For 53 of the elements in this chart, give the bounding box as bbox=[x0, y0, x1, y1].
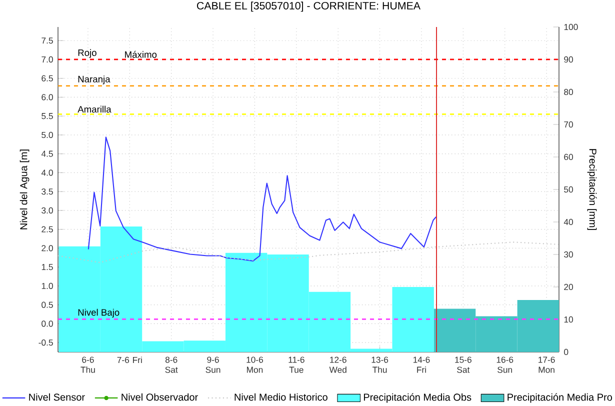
x-tick-label: 7-6 Fri bbox=[117, 356, 142, 364]
y2-tick-label: 100 bbox=[564, 24, 578, 30]
x-tick-label: 10-6 Mon bbox=[246, 356, 264, 373]
y2-tick-label: 80 bbox=[564, 88, 573, 96]
y-tick-label: 0.5 bbox=[42, 302, 53, 308]
y2-tick-label: 50 bbox=[564, 186, 573, 193]
y-tick-label: 2.5 bbox=[42, 226, 53, 232]
y2-tick-label: 20 bbox=[564, 284, 573, 290]
x-tick-label: 6-6 Thu bbox=[80, 356, 95, 373]
ref-line-label: Nivel Bajo bbox=[78, 308, 120, 318]
y2-axis-title: Precipitación [mm] bbox=[587, 149, 597, 230]
y-tick-label: -0.5 bbox=[38, 339, 53, 346]
x-tick-label: 9-6 Sun bbox=[206, 356, 220, 373]
y2-tick-label: 40 bbox=[564, 218, 573, 226]
chart-title: CABLE EL [35057010] - CORRIENTE: HUMEA bbox=[197, 2, 420, 12]
y-tick-label: 5.5 bbox=[42, 113, 53, 120]
y-tick-label: 4.5 bbox=[41, 150, 53, 157]
x-tick-label: 14-6 Fri bbox=[413, 356, 430, 373]
y-tick-label: 1.5 bbox=[42, 264, 53, 270]
y2-tick-label: 30 bbox=[564, 251, 573, 258]
ref-line-label: Rojo bbox=[78, 49, 96, 58]
legend-label: Precipitación Media Pro bbox=[508, 393, 612, 403]
y-tick-label: 6.5 bbox=[42, 75, 53, 82]
y-tick-label: 4.0 bbox=[41, 170, 53, 176]
x-tick-label: 16-6 Sun bbox=[496, 356, 514, 373]
annotation: Máximo bbox=[125, 50, 157, 58]
y2-tick-label: 10 bbox=[564, 316, 573, 323]
y2-tick-label: 70 bbox=[564, 121, 573, 128]
x-tick-label: 13-6 Thu bbox=[372, 356, 388, 373]
y2-tick-label: 60 bbox=[564, 154, 573, 160]
x-tick-label: 15-6 Sat bbox=[455, 356, 472, 373]
y2-tick-label: 90 bbox=[564, 56, 573, 63]
y-tick-label: 7.5 bbox=[42, 38, 53, 44]
y-tick-label: 5.0 bbox=[42, 132, 53, 138]
y-tick-label: 2.0 bbox=[42, 245, 53, 252]
x-tick-label: 8-6 Sat bbox=[165, 356, 178, 373]
ref-line-label: Amarilla bbox=[78, 106, 112, 113]
y-tick-label: 3.5 bbox=[42, 188, 53, 195]
y-tick-label: 0.0 bbox=[42, 320, 53, 327]
y-axis-title: Nivel del Agua [m] bbox=[20, 150, 30, 230]
y-tick-label: 3.0 bbox=[42, 207, 53, 214]
legend-label: Nivel Observador bbox=[122, 393, 198, 401]
legend-label: Precipitación Media Obs bbox=[364, 393, 472, 403]
legend-label: Nivel Sensor bbox=[29, 393, 85, 401]
legend-label: Nivel Medio Historico bbox=[234, 393, 328, 401]
y-tick-label: 7.0 bbox=[42, 56, 53, 63]
y-tick-label: 1.0 bbox=[42, 282, 53, 289]
y2-tick-label: 0 bbox=[564, 348, 568, 356]
x-tick-label: 11-6 Tue bbox=[288, 356, 304, 373]
ref-line-label: Naranja bbox=[78, 76, 110, 84]
x-tick-label: 17-6 Mon bbox=[538, 356, 555, 373]
x-tick-label: 12-6 Wed bbox=[329, 356, 346, 373]
y-tick-label: 6.0 bbox=[42, 94, 53, 100]
